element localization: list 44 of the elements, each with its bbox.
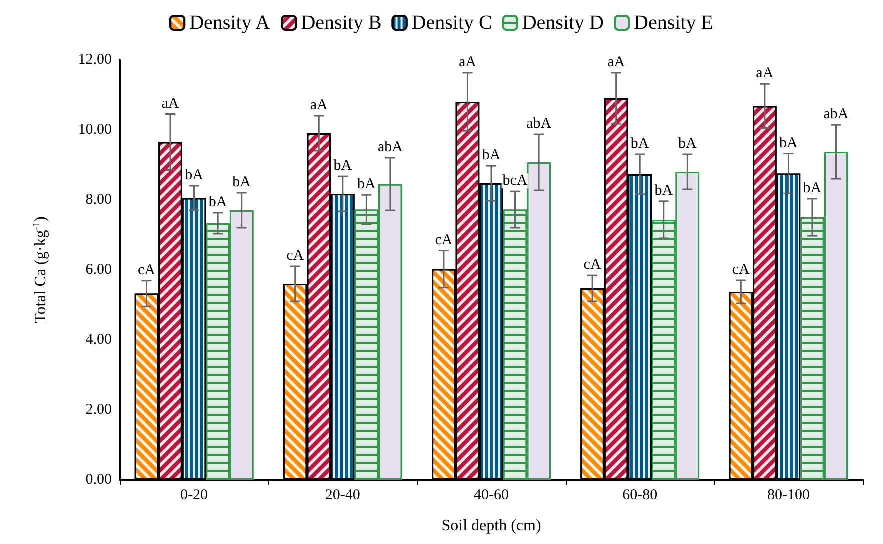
- data-label: aA: [608, 54, 626, 70]
- legend-label: Density C: [412, 12, 492, 34]
- y-tick-label: 10.00: [78, 122, 112, 138]
- data-label: cA: [138, 262, 156, 278]
- data-label: bA: [232, 174, 252, 190]
- data-label: cA: [732, 262, 750, 278]
- data-label: aA: [756, 66, 774, 82]
- data-label: bA: [654, 182, 674, 199]
- y-tick-label: 12.00: [78, 52, 112, 68]
- data-label: cA: [435, 232, 453, 248]
- x-tick-label: 20-40: [325, 488, 360, 504]
- data-label: bA: [358, 176, 376, 193]
- data-label: cA: [584, 257, 602, 274]
- data-label: bA: [780, 135, 798, 152]
- x-tick-label: 60-80: [622, 488, 658, 504]
- legend-label: Density B: [301, 12, 382, 34]
- data-label: bA: [334, 158, 352, 174]
- data-label: bA: [208, 194, 228, 210]
- x-tick-label: 0-20: [180, 488, 208, 504]
- legend-label: Density E: [634, 12, 714, 34]
- data-label: abA: [378, 140, 404, 156]
- data-label: aA: [458, 54, 477, 70]
- data-label: bA: [803, 180, 822, 196]
- y-axis-title: Total Ca (g·kg-1): [32, 216, 50, 324]
- y-tick-label: 0.00: [86, 472, 112, 488]
- data-label: abA: [526, 116, 552, 132]
- y-tick-label: 6.00: [86, 262, 112, 278]
- legend-label: Density D: [522, 12, 604, 34]
- y-tick-label: 2.00: [86, 402, 112, 418]
- data-label: bA: [678, 136, 697, 152]
- x-axis-title: Soil depth (cm): [442, 518, 542, 534]
- y-tick-label: 4.00: [86, 332, 112, 348]
- y-tick-label: 8.00: [86, 192, 112, 208]
- data-label: bA: [482, 148, 501, 164]
- x-tick-label: 80-100: [767, 488, 810, 504]
- data-label: aA: [162, 96, 180, 112]
- data-label: bA: [630, 136, 650, 152]
- data-label: aA: [310, 98, 328, 114]
- data-label: cA: [286, 248, 304, 264]
- data-label: bcA: [502, 173, 528, 190]
- data-label: bA: [185, 168, 204, 184]
- data-label: abA: [824, 106, 849, 123]
- x-tick-label: 40-60: [474, 488, 509, 504]
- legend-label: Density A: [190, 12, 271, 34]
